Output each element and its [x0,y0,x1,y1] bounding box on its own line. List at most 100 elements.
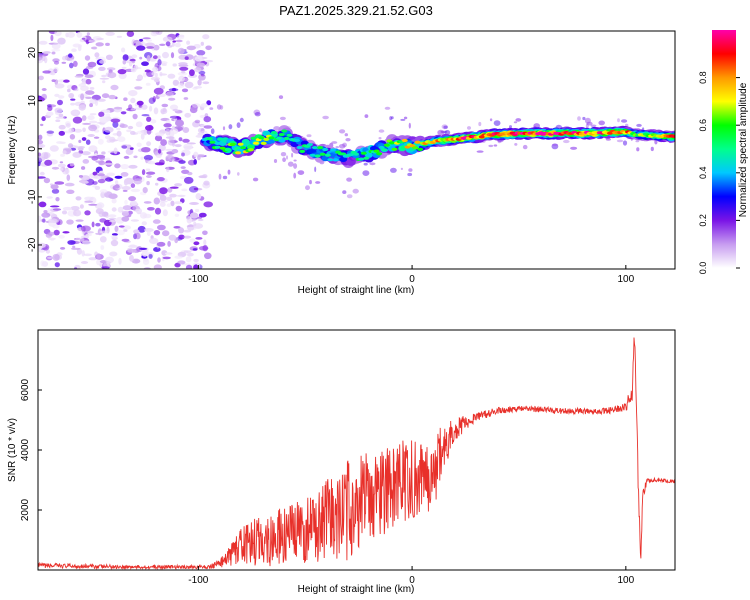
noise-speckle [148,252,155,255]
noise-speckle [50,34,54,42]
signal-speckle [293,172,297,179]
noise-speckle [55,116,65,119]
snr-x-tick-label: 100 [617,575,634,586]
noise-speckle [54,93,60,97]
ridge-cell [214,145,221,149]
noise-speckle [47,104,52,108]
noise-speckle [81,180,89,184]
noise-speckle [89,103,93,108]
noise-speckle [41,212,51,218]
noise-speckle [53,229,60,236]
noise-speckle [155,132,165,137]
noise-speckle [136,130,145,134]
noise-speckle [146,171,156,175]
noise-speckle [54,181,65,185]
noise-speckle [99,230,109,234]
noise-speckle [105,42,110,47]
noise-speckle [159,73,168,76]
signal-speckle [403,116,408,120]
colorbar-label: Normalized spectral amplitude [738,82,749,217]
ridge-cell [206,137,213,141]
ridge-cell [237,142,244,146]
noise-speckle [177,83,185,88]
signal-speckle [291,152,294,158]
noise-speckle [72,245,76,249]
noise-speckle [82,127,86,133]
noise-speckle [99,236,107,243]
noise-speckle [84,55,91,61]
ridge-cell [376,152,383,156]
noise-speckle [130,68,137,73]
noise-speckle [159,202,166,207]
spectrogram-y-tick-label: 10 [27,95,38,107]
noise-speckle [80,225,91,232]
signal-speckle [222,175,228,180]
signal-speckle [363,162,368,166]
ridge-cell [229,142,236,146]
noise-speckle [46,130,55,134]
noise-speckle [179,66,189,71]
noise-speckle [81,230,86,235]
noise-speckle [185,256,192,263]
ridge-cell [247,148,254,152]
noise-speckle [196,50,206,56]
noise-speckle [51,42,61,50]
noise-speckle [118,257,122,265]
noise-speckle [183,229,191,233]
noise-speckle [98,66,106,71]
noise-speckle [69,134,76,140]
noise-speckle [38,134,43,140]
noise-speckle [53,60,60,65]
noise-speckle [127,125,134,130]
noise-speckle [195,193,202,200]
noise-speckle [168,88,179,92]
noise-speckle [142,37,151,40]
noise-speckle [107,150,116,154]
noise-speckle [62,55,68,61]
noise-speckle [145,125,154,131]
noise-speckle [47,237,56,240]
noise-speckle [165,166,170,173]
noise-speckle [67,31,75,38]
signal-speckle [342,190,347,195]
signal-speckle [563,139,570,144]
signal-speckle [273,159,278,163]
noise-speckle [136,142,142,148]
noise-speckle [85,90,95,95]
signal-speckle [617,118,620,123]
noise-speckle [204,59,214,63]
noise-speckle [169,104,179,111]
noise-speckle [51,188,60,194]
noise-speckle [185,264,193,269]
noise-speckle [47,256,53,259]
noise-speckle [180,166,186,170]
noise-speckle [181,169,190,174]
noise-speckle [165,154,175,162]
signal-speckle [286,155,288,160]
signal-speckle [369,162,376,166]
colorbar-ticks: 0.0 0.2 0.4 0.6 0.8 [698,71,740,274]
noise-speckle [88,145,98,153]
noise-speckle [85,78,92,85]
noise-speckle [47,231,55,236]
noise-speckle [85,233,92,237]
noise-speckle [122,54,129,61]
noise-speckle [155,31,163,35]
noise-speckle [189,69,195,77]
signal-speckle [252,177,259,182]
noise-speckle [154,162,165,166]
noise-speckle [105,256,114,264]
noise-speckle [38,143,46,148]
noise-speckle [197,132,204,135]
noise-speckle [122,205,133,211]
noise-speckle [74,128,82,133]
noise-speckle [116,130,122,137]
noise-speckle [178,227,185,234]
noise-speckle [174,158,184,163]
ridge-cell [401,138,408,143]
noise-speckle [200,41,204,46]
noise-speckle [99,156,106,161]
noise-speckle [113,147,118,155]
signal-speckle [400,118,406,121]
noise-speckle [169,193,177,198]
